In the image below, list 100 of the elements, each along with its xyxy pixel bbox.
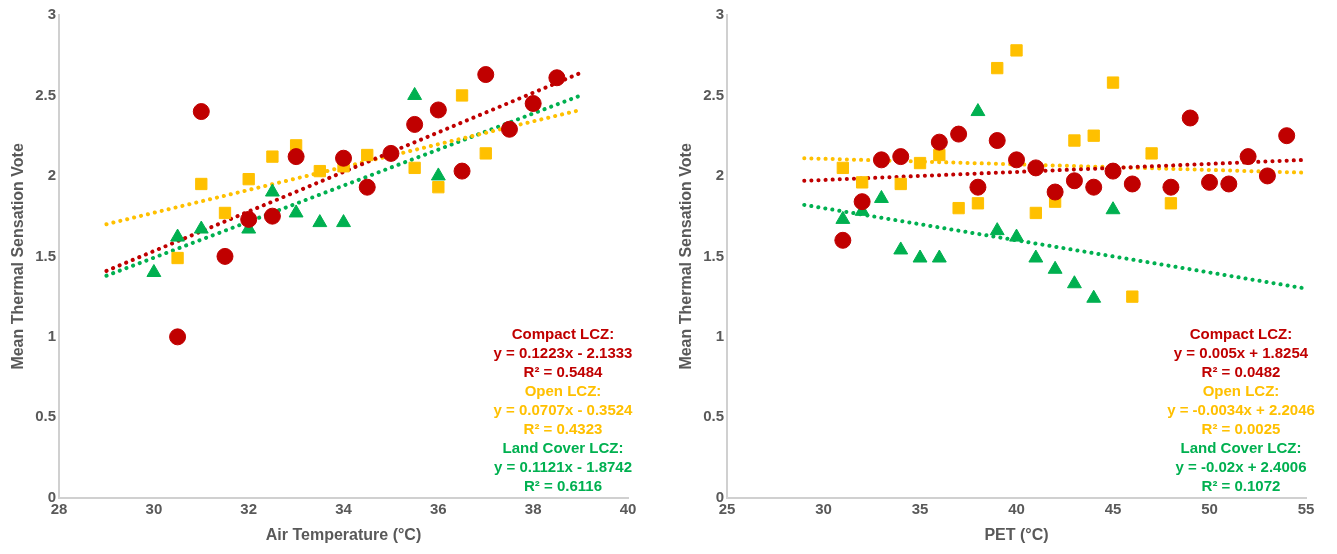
- point: [912, 249, 928, 263]
- x-tick-label: 55: [1297, 499, 1315, 517]
- point: [430, 167, 446, 181]
- point: [853, 193, 871, 211]
- x-tick-label: 50: [1201, 499, 1218, 517]
- point: [432, 181, 445, 194]
- x-axis-title: Air Temperature (°C): [265, 525, 422, 543]
- point: [192, 103, 210, 121]
- point: [1046, 183, 1064, 201]
- x-tick-label: 45: [1104, 499, 1122, 517]
- point: [382, 144, 400, 162]
- point: [313, 164, 326, 178]
- point: [170, 228, 186, 242]
- point: [453, 162, 471, 180]
- point: [287, 148, 305, 166]
- point: [146, 263, 162, 277]
- point: [171, 251, 184, 265]
- point: [991, 61, 1004, 75]
- y-axis-title: Mean Thermal Sensation Vote: [9, 143, 27, 370]
- point: [1239, 148, 1257, 166]
- point: [971, 197, 985, 210]
- y-tick-label: 2: [47, 166, 57, 184]
- point: [358, 178, 376, 196]
- x-tick-label: 34: [335, 499, 353, 517]
- x-axis-title: PET (°C): [984, 525, 1049, 543]
- point: [893, 241, 909, 255]
- annotation: Compact LCZ: y = 0.005x + 1.8254 R² = 0.0482: [1173, 324, 1309, 380]
- point: [988, 132, 1006, 150]
- point: [479, 147, 492, 160]
- y-tick-label: 0.5: [703, 407, 725, 425]
- point: [408, 161, 421, 175]
- y-tick-label: 2.5: [703, 85, 725, 103]
- y-tick-label: 0.5: [35, 407, 57, 425]
- point: [1201, 173, 1219, 191]
- point: [263, 207, 281, 225]
- annotation: Land Cover LCZ: y = -0.02x + 2.4006 R² = 0.1072: [1175, 438, 1307, 494]
- point: [524, 95, 542, 113]
- annotation: Open LCZ: y = -0.0034x + 2.2046 R² = 0.0025: [1167, 381, 1315, 437]
- x-tick-label: 30: [145, 499, 163, 517]
- point: [312, 214, 328, 228]
- point: [477, 66, 495, 84]
- point: [1106, 76, 1120, 89]
- point: [1258, 167, 1276, 185]
- point: [195, 177, 208, 191]
- point: [1126, 290, 1139, 303]
- point: [835, 210, 851, 224]
- point: [361, 148, 374, 162]
- x-tick-label: 35: [911, 499, 929, 517]
- point: [218, 206, 232, 220]
- point: [406, 115, 424, 133]
- point: [288, 204, 304, 218]
- point: [874, 189, 889, 203]
- point: [548, 69, 566, 87]
- point: [335, 149, 353, 167]
- point: [836, 161, 849, 175]
- x-tick-label: 36: [430, 499, 447, 517]
- y-tick-label: 1.5: [703, 246, 725, 264]
- x-tick-label: 40: [1008, 499, 1025, 517]
- point: [1010, 44, 1023, 57]
- y-tick-label: 1: [715, 327, 725, 345]
- x-tick-label: 30: [815, 499, 832, 517]
- point: [1162, 178, 1180, 196]
- y-tick-label: 3: [715, 5, 725, 23]
- point: [193, 220, 209, 234]
- point: [952, 201, 965, 215]
- annotation: Land Cover LCZ: y = 0.1121x - 1.8742 R² = 0.6116: [493, 438, 633, 494]
- point: [933, 148, 946, 162]
- point: [240, 210, 258, 228]
- y-tick-label: 2: [715, 166, 725, 184]
- point: [930, 133, 948, 151]
- annotation: Compact LCZ: y = 0.1223x - 2.1333 R² = 0.5484: [493, 324, 633, 380]
- point: [1181, 109, 1199, 127]
- y-tick-label: 3: [47, 5, 57, 23]
- point: [242, 173, 255, 186]
- point: [834, 231, 852, 249]
- point: [1087, 129, 1100, 142]
- point: [169, 328, 187, 346]
- point: [1220, 175, 1238, 193]
- point: [1145, 147, 1158, 160]
- point: [1027, 159, 1045, 177]
- point: [1104, 162, 1122, 180]
- point: [1047, 260, 1063, 274]
- point: [1028, 249, 1044, 263]
- point: [500, 120, 518, 138]
- point: [1009, 228, 1024, 242]
- point: [855, 176, 869, 189]
- point: [216, 247, 234, 265]
- y-tick-label: 1.5: [35, 246, 57, 264]
- point: [1065, 172, 1083, 190]
- point: [1123, 175, 1141, 193]
- point: [1164, 197, 1178, 210]
- annotation: Open LCZ: y = 0.0707x - 0.3524 R² = 0.4323: [493, 381, 634, 437]
- point: [989, 222, 1005, 236]
- point: [429, 101, 447, 119]
- point: [950, 125, 968, 143]
- y-tick-label: 2.5: [35, 85, 57, 103]
- x-tick-label: 38: [524, 499, 542, 517]
- point: [894, 177, 907, 191]
- x-tick-label: 40: [619, 499, 637, 517]
- point: [455, 89, 469, 102]
